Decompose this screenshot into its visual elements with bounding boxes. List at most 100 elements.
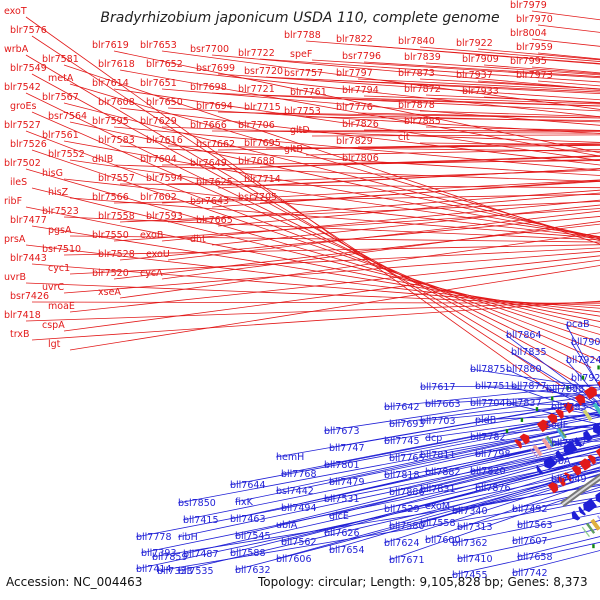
gene-label: blr7715 (244, 102, 281, 113)
label-leader-lines (25, 10, 600, 576)
gene-label: blr7614 (92, 78, 129, 89)
gene-label: bll7494 (281, 503, 317, 514)
gene-label: ribF (4, 196, 22, 207)
feature-band (530, 448, 538, 459)
gene-label: bll7927 (571, 373, 600, 384)
leader-line (217, 192, 600, 227)
forward-genes-inner (547, 448, 600, 494)
tick-dot (566, 385, 569, 390)
leader-line (217, 144, 600, 151)
gene-arrow (547, 413, 558, 425)
leader-line (229, 437, 600, 520)
leader-line (135, 469, 600, 570)
gene-label: blr7706 (238, 120, 275, 131)
gene-label: blr7839 (404, 52, 441, 63)
gene-arrow (584, 386, 597, 400)
gene-label: blr8004 (510, 28, 547, 39)
gene-label: bll7835 (511, 347, 547, 358)
gene-label: bsr7757 (284, 68, 323, 79)
leader-line (140, 458, 600, 554)
gene-label: blr7788 (284, 30, 321, 41)
gene-arrow (595, 492, 600, 503)
gene-label: bll7410 (457, 554, 493, 565)
gene-arrow (536, 419, 549, 433)
gene-label: blr7594 (146, 173, 183, 184)
gene-label: bll7632 (235, 565, 271, 576)
leader-line (363, 159, 600, 165)
gene-label: ileS (10, 177, 27, 188)
tick-dot (535, 407, 539, 412)
gene-label: blr7665 (196, 215, 233, 226)
leader-line (357, 44, 600, 64)
gene-arrow (536, 465, 544, 475)
leader-line (63, 244, 600, 256)
leader-line (31, 300, 600, 341)
gene-arrow (557, 476, 566, 487)
leader-line (63, 251, 600, 294)
gene-label: bll7531 (324, 494, 360, 505)
gene-label: bll7487 (183, 549, 219, 560)
leader-line (119, 200, 600, 223)
leader-line (31, 73, 582, 375)
gene-label: bll7362 (452, 538, 488, 549)
gene-label: bll7924 (566, 355, 600, 366)
gene-label: dcp (425, 433, 442, 444)
accession-text: Accession: NC_004463 (6, 575, 142, 589)
gene-label: bsr7705 (238, 192, 277, 203)
gene-label: bll7831 (420, 484, 456, 495)
gene-arrow (595, 448, 600, 458)
gene-label: cyc1 (48, 263, 70, 274)
leader-line (25, 206, 600, 322)
gene-label: blr7979 (510, 0, 547, 11)
tick-dots-inner (592, 544, 595, 549)
leader-line (383, 426, 600, 476)
leader-line (113, 126, 600, 171)
gene-label: blr7722 (238, 48, 275, 59)
gene-label: bll7333 (157, 566, 193, 577)
gene-label: bll7880 (506, 364, 542, 375)
gene-label: blr7616 (146, 135, 183, 146)
leader-line (217, 111, 600, 123)
gene-label: bsr7700 (190, 44, 229, 55)
gene-label: gltB (284, 144, 303, 155)
leader-line (259, 180, 600, 204)
gene-label: blr7608 (98, 97, 135, 108)
gene-label: blr7822 (336, 34, 373, 45)
leader-line (545, 453, 600, 462)
gene-label: uvrC (42, 282, 65, 293)
gene-arrow (563, 402, 574, 414)
gene-label: blll7898 (546, 384, 584, 395)
gene-label: dht (190, 234, 206, 245)
gene-label: bll7563 (517, 520, 553, 531)
gene-arrow (563, 472, 572, 482)
leader-line (69, 83, 600, 242)
gene-label: bll7793 (551, 402, 587, 413)
leader-line (275, 445, 600, 526)
gene-arrow (547, 482, 559, 494)
leader-line (505, 402, 600, 425)
leader-line (311, 134, 600, 137)
leader-line (419, 423, 600, 456)
gene-label: bll7742 (512, 568, 548, 579)
gene-label: ribH (178, 532, 198, 543)
leader-line (167, 210, 600, 261)
leader-line (161, 179, 600, 204)
leader-line (31, 263, 600, 309)
gene-label: wrbA (4, 44, 29, 55)
leader-line (280, 434, 600, 509)
gene-label: bll7768 (281, 469, 317, 480)
leader-line (265, 112, 600, 119)
gene-label: bll7529 (384, 504, 420, 515)
leader-line (424, 413, 600, 439)
gene-label: bll7782 (470, 432, 506, 443)
leader-line (119, 183, 600, 189)
gene-label: trxB (10, 329, 30, 340)
leader-line (63, 216, 600, 241)
gene-label: bll7704 (470, 398, 506, 409)
gene-label: pobA (546, 456, 571, 467)
gene-label: blr7909 (462, 54, 499, 65)
leader-line (305, 78, 600, 93)
leader-line (234, 426, 600, 503)
reverse-strand-labels: pcaB bll7906 bll7924 bll7927 bll7864 bll7835 b… (136, 319, 600, 581)
gene-arrow (574, 437, 583, 447)
